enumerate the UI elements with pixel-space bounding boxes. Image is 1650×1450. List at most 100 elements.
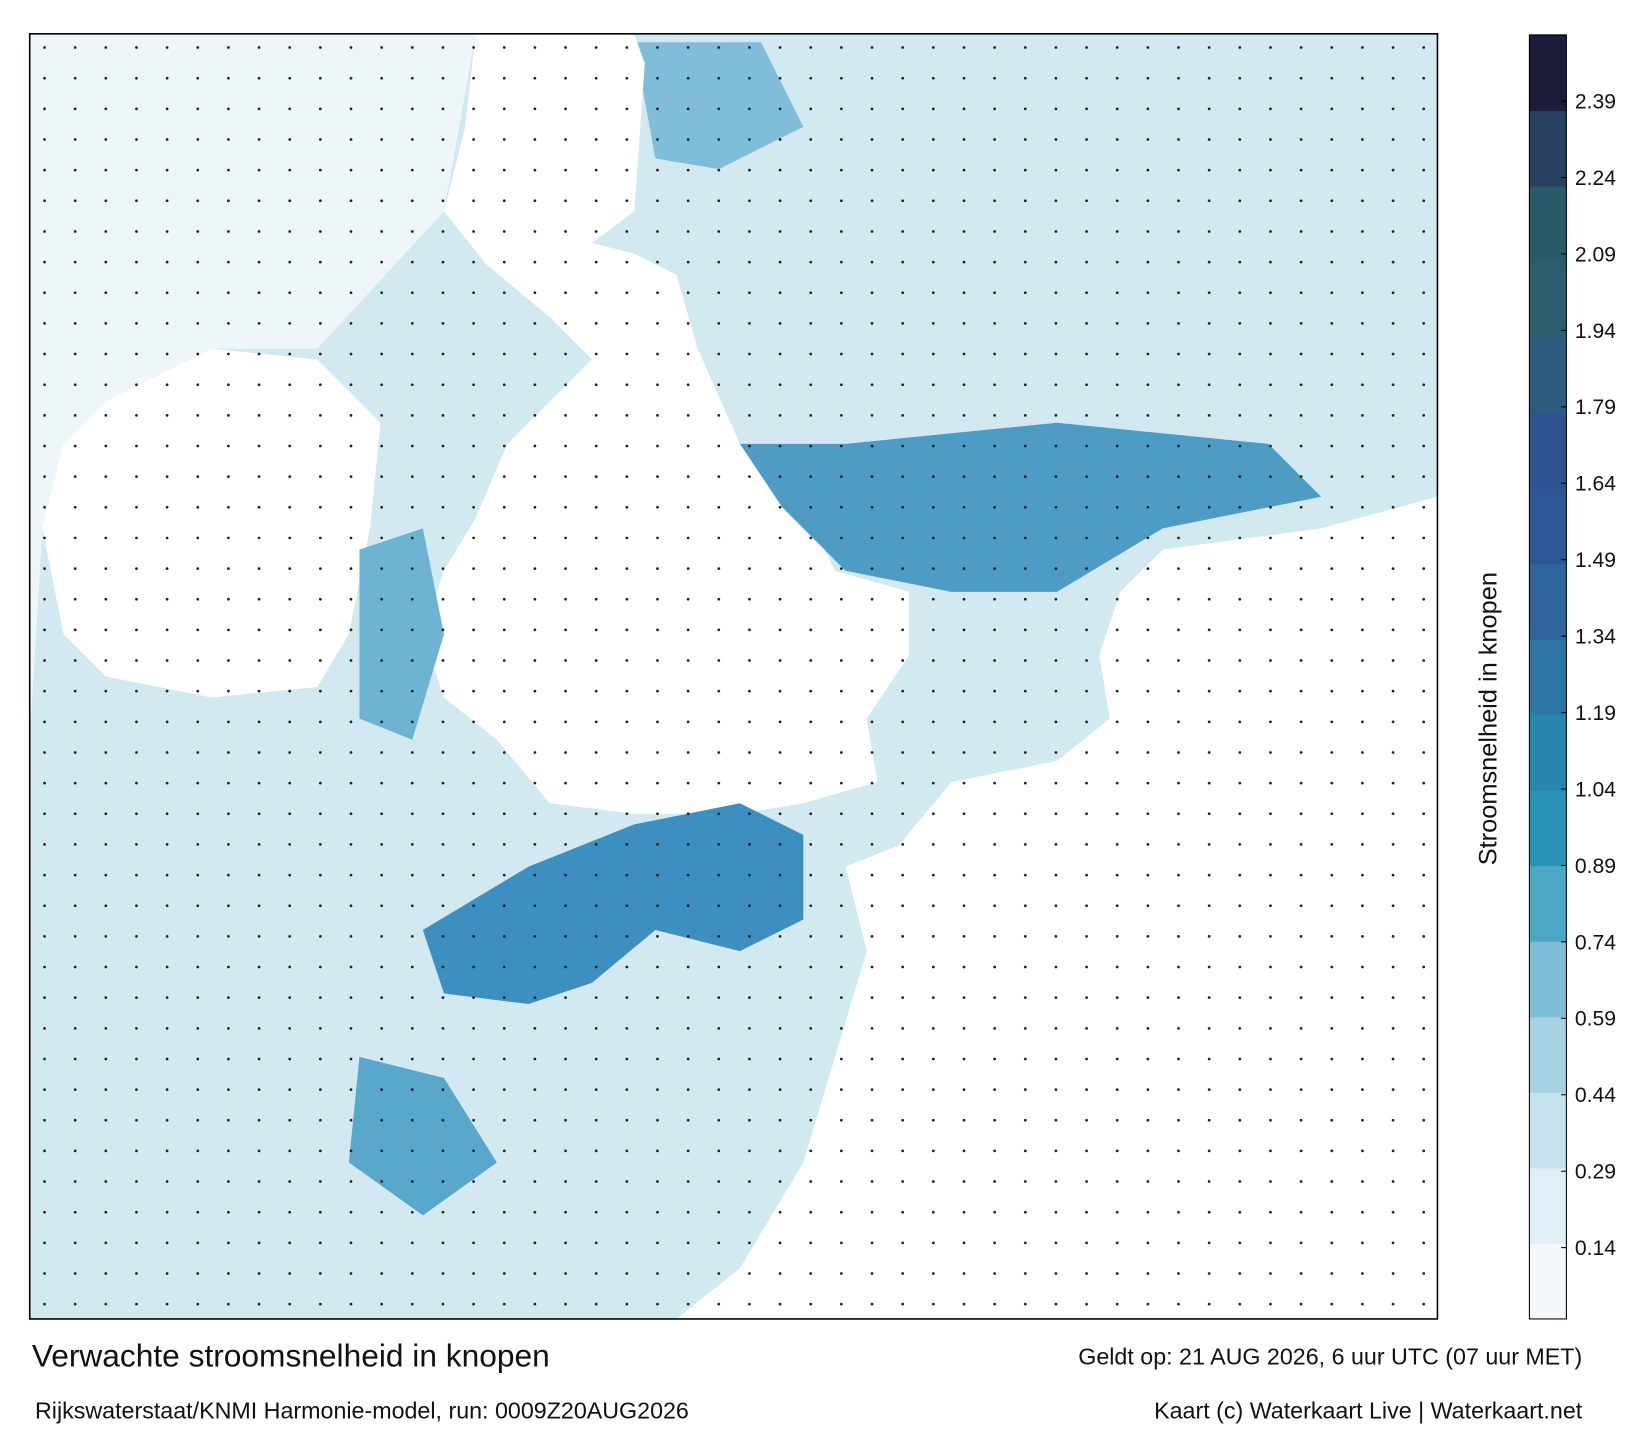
grid-dot (809, 138, 813, 141)
grid-dot (778, 107, 782, 111)
grid-dot (1115, 76, 1119, 80)
grid-dot (594, 413, 598, 417)
grid-dot (1146, 1210, 1150, 1214)
grid-dot (288, 383, 292, 387)
grid-dot (1207, 291, 1211, 295)
grid-dot (380, 1088, 384, 1091)
grid-dot (288, 46, 292, 49)
grid-dot (349, 781, 353, 785)
grid-dot (901, 843, 905, 846)
grid-dot (931, 1088, 935, 1091)
grid-dot (686, 536, 690, 540)
grid-dot (165, 138, 169, 141)
grid-dot (441, 138, 445, 141)
grid-dot (165, 383, 169, 387)
grid-dot (43, 444, 46, 448)
grid-dot (1207, 322, 1211, 325)
grid-dot (1146, 597, 1150, 601)
grid-dot (533, 413, 537, 417)
grid-dot (288, 597, 292, 601)
grid-dot (533, 383, 537, 387)
grid-dot (748, 1026, 751, 1030)
grid-dot (625, 996, 629, 1000)
grid-dot (840, 1026, 843, 1030)
grid-dot (564, 230, 567, 233)
grid-dot (686, 352, 690, 356)
grid-dot (686, 873, 690, 877)
grid-dot (1207, 505, 1211, 509)
grid-dot (288, 1057, 292, 1061)
grid-dot (778, 46, 782, 49)
grid-dot (840, 1088, 843, 1091)
grid-dot (901, 1180, 905, 1183)
grid-dot (1422, 934, 1426, 938)
grid-dot (962, 444, 966, 448)
grid-dot (625, 1088, 629, 1091)
grid-dot (380, 628, 384, 632)
grid-dot (1115, 659, 1119, 662)
grid-dot (625, 843, 629, 846)
grid-dot (748, 199, 751, 203)
grid-dot (135, 1180, 138, 1183)
grid-dot (748, 996, 751, 1000)
grid-dot (870, 1149, 874, 1153)
grid-dot (901, 1057, 905, 1061)
grid-dot (1054, 1149, 1058, 1153)
grid-dot (686, 168, 690, 172)
grid-dot (778, 1272, 782, 1275)
grid-dot (1207, 597, 1211, 601)
grid-dot (1361, 751, 1364, 754)
grid-dot (318, 1241, 322, 1245)
grid-dot (257, 505, 261, 509)
grid-dot (1330, 689, 1334, 693)
grid-dot (104, 720, 108, 724)
grid-dot (564, 1210, 567, 1214)
grid-dot (1146, 1026, 1150, 1030)
grid-dot (410, 1272, 414, 1275)
grid-dot (1207, 413, 1211, 417)
grid-dot (410, 536, 414, 540)
grid-dot (135, 873, 138, 877)
grid-dot (778, 597, 782, 601)
grid-dot (594, 689, 598, 693)
grid-dot (931, 505, 935, 509)
grid-dot (1299, 1241, 1303, 1245)
grid-dot (196, 1302, 200, 1306)
grid-dot (288, 628, 292, 632)
grid-dot (1330, 46, 1334, 49)
grid-dot (564, 843, 567, 846)
grid-dot (1023, 1241, 1027, 1245)
grid-dot (1269, 996, 1272, 1000)
grid-dot (1177, 260, 1180, 264)
grid-dot (1177, 965, 1180, 969)
grid-dot (625, 199, 629, 203)
grid-dot (686, 76, 690, 80)
grid-dot (165, 505, 169, 509)
grid-dot (686, 199, 690, 203)
grid-dot (533, 965, 537, 969)
grid-dot (778, 536, 782, 540)
grid-dot (104, 383, 108, 387)
grid-dot (625, 873, 629, 877)
grid-dot (1238, 812, 1242, 816)
grid-dot (1238, 413, 1242, 417)
grid-dot (410, 413, 414, 417)
grid-dot (43, 199, 46, 203)
grid-dot (502, 843, 506, 846)
grid-dot (318, 138, 322, 141)
grid-dot (1299, 567, 1303, 570)
grid-dot (196, 1180, 200, 1183)
grid-dot (564, 597, 567, 601)
land (42, 348, 381, 698)
grid-dot (1085, 873, 1088, 877)
grid-dot (1238, 720, 1242, 724)
grid-dot (717, 781, 721, 785)
grid-dot (931, 965, 935, 969)
grid-dot (1391, 659, 1395, 662)
grid-dot (502, 505, 506, 509)
grid-dot (901, 322, 905, 325)
grid-dot (1361, 46, 1364, 49)
grid-dot (625, 444, 629, 448)
grid-dot (1361, 659, 1364, 662)
grid-dot (1299, 138, 1303, 141)
